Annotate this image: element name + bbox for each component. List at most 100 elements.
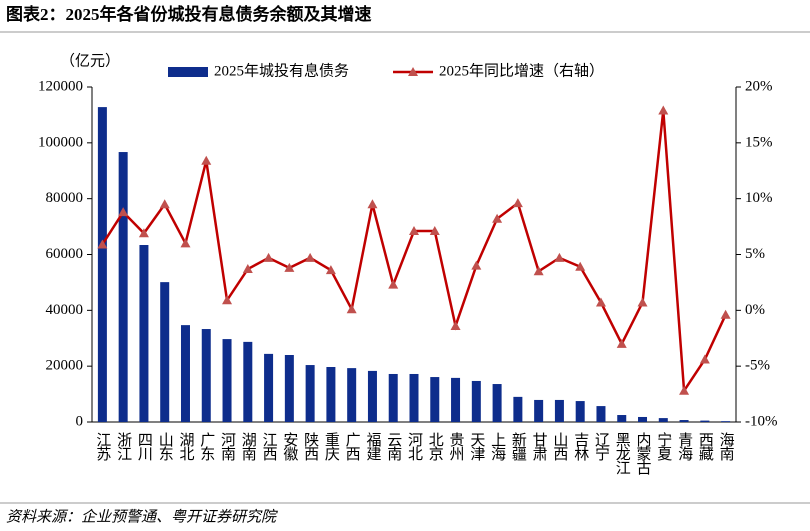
line-marker [138, 228, 149, 238]
line-marker [450, 320, 461, 330]
x-tick-label: 河北 [406, 432, 423, 461]
line-marker [699, 354, 710, 364]
bar [388, 373, 398, 422]
x-tick-label: 宁夏 [655, 432, 672, 461]
x-tick-label: 云南 [385, 432, 402, 461]
bar [97, 107, 107, 422]
line [101, 110, 727, 395]
bar [451, 377, 461, 422]
x-tick-label: 山东 [157, 432, 173, 461]
line-marker [346, 304, 357, 314]
x-tick-label: 湖南 [240, 432, 257, 461]
source: 资料来源：企业预警通、粤开证券研究院 [6, 508, 278, 525]
line-marker [616, 338, 627, 348]
bar [638, 416, 648, 422]
line-marker [159, 199, 170, 209]
y2-tick-label: 5% [745, 246, 765, 262]
y-tick-label: 60000 [46, 246, 84, 262]
x-tick-label: 辽宁 [593, 432, 610, 461]
bar [326, 367, 336, 422]
x-tick-label: 重庆 [323, 432, 340, 461]
x-tick-label: 福建 [364, 432, 381, 461]
x-tick-label: 山西 [551, 432, 568, 461]
x-tick-label: 广西 [344, 432, 361, 461]
bar [347, 368, 357, 422]
legend-swatch [168, 67, 208, 77]
line-marker [97, 239, 108, 249]
bar [658, 418, 668, 422]
x-tick-label: 青海 [676, 432, 693, 461]
legend-label: 2025年同比增速（右轴） [439, 62, 604, 79]
bar [367, 370, 377, 422]
x-tick-label: 上海 [489, 432, 506, 461]
bar [492, 384, 502, 422]
bar [679, 420, 689, 422]
y-axis-label: （亿元） [60, 52, 120, 69]
bar [139, 245, 149, 422]
bar [700, 420, 710, 422]
bar [243, 341, 253, 422]
x-tick-label: 贵州 [448, 432, 465, 461]
y-tick-label: 0 [76, 413, 84, 429]
chart-title: 图表2：2025年各省份城投有息债务余额及其增速 [6, 4, 372, 24]
y2-tick-label: 20% [745, 78, 773, 94]
y2-tick-label: 10% [745, 190, 773, 206]
bar [471, 380, 481, 422]
line-marker [388, 279, 399, 289]
line-marker [492, 213, 503, 223]
bar [201, 329, 211, 422]
bar [409, 373, 419, 422]
line-marker [201, 155, 212, 165]
line-marker [512, 198, 523, 208]
legend-label: 2025年城投有息债务 [214, 62, 349, 79]
x-tick-label: 四川 [136, 432, 153, 461]
bar [180, 325, 190, 422]
x-tick-label: 新疆 [510, 432, 527, 461]
line-marker [222, 295, 233, 305]
x-tick-label: 西藏 [697, 432, 714, 462]
y2-tick-label: 0% [745, 302, 765, 318]
bar [222, 339, 232, 422]
bar [596, 406, 606, 422]
bar [160, 282, 170, 422]
y-tick-label: 40000 [46, 302, 84, 318]
bar [264, 353, 274, 422]
bar [284, 355, 294, 422]
x-tick-label: 黑龙江 [614, 432, 631, 475]
y-tick-label: 20000 [46, 358, 84, 374]
x-tick-label: 陕西 [302, 432, 319, 461]
x-tick-label: 湖北 [177, 432, 194, 461]
x-tick-label: 北京 [427, 432, 444, 462]
bar [534, 399, 544, 422]
y-tick-label: 120000 [38, 78, 83, 94]
line-marker [471, 260, 482, 270]
line-marker [180, 238, 191, 248]
x-tick-label: 江苏 [94, 432, 111, 462]
line-marker [429, 226, 440, 236]
line-marker [284, 262, 295, 272]
line-marker [595, 297, 606, 307]
line-marker [305, 252, 316, 262]
line-marker [637, 297, 648, 307]
x-tick-label: 安徽 [281, 432, 298, 461]
y2-tick-label: -5% [745, 358, 770, 374]
bar [118, 152, 128, 422]
line-marker [533, 266, 544, 276]
y-tick-label: 80000 [46, 190, 84, 206]
x-tick-label: 甘肃 [531, 432, 548, 461]
bar [575, 401, 585, 422]
x-tick-label: 内蒙古 [635, 432, 652, 475]
line-marker [720, 309, 731, 319]
x-tick-label: 吉林 [572, 432, 589, 461]
y2-tick-label: 15% [745, 134, 773, 150]
line-marker [367, 199, 378, 209]
x-tick-label: 广东 [198, 432, 215, 461]
bar [721, 421, 731, 422]
line-marker [679, 385, 690, 395]
line-marker [554, 252, 565, 262]
y2-tick-label: -10% [745, 413, 778, 429]
x-tick-label: 海南 [718, 432, 735, 461]
x-tick-label: 浙江 [115, 432, 131, 461]
line-marker [118, 207, 129, 217]
